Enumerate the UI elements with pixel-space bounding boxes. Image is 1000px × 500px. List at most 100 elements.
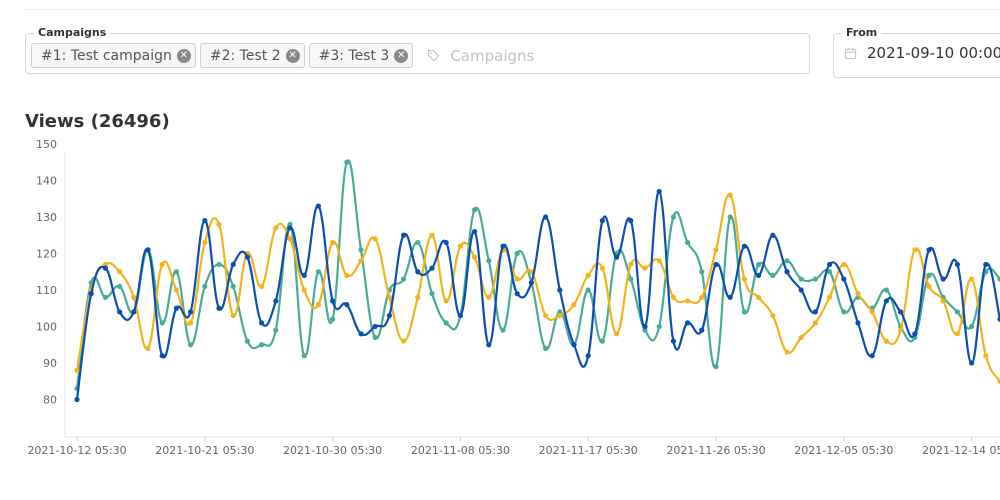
data-point [315,203,321,209]
data-point [159,353,165,359]
data-point [159,261,165,268]
data-point [358,258,364,264]
data-point [770,232,776,238]
data-point [628,276,634,282]
data-point [798,334,804,341]
data-point [713,247,719,253]
data-point [131,309,137,315]
campaigns-filter: Campaigns #1: Test campaign ✕ #2: Test 2… [25,26,810,74]
data-point [287,225,293,231]
data-point [713,261,719,268]
series-line [75,159,1000,389]
x-tick-label: 2021-11-26 05:30 [666,444,765,457]
data-point [415,269,421,275]
data-point [883,287,890,293]
x-tick-label: 2021-12-14 05:30 [922,444,1000,457]
data-point [543,345,549,351]
data-point [88,291,94,297]
data-point [344,272,350,278]
y-tick-label: 110 [36,284,57,297]
data-point [429,232,435,238]
data-point [784,349,790,355]
data-point [954,331,961,337]
data-point [188,342,194,348]
close-icon[interactable]: ✕ [394,48,409,63]
campaign-tag-list: #1: Test campaign ✕ #2: Test 2 ✕ #3: Tes… [31,43,753,68]
data-point [230,261,236,268]
from-date-filter[interactable]: From 2021-09-10 00:00 [833,26,1000,78]
data-point [273,298,279,304]
data-point [287,236,293,242]
data-point [926,272,932,278]
data-point [117,283,123,289]
campaign-tag-label: #3: Test 3 [318,47,390,64]
campaign-tag: #3: Test 3 ✕ [308,43,414,68]
data-point [685,320,691,326]
data-point [699,327,705,333]
data-point [543,312,549,319]
data-point [628,218,634,224]
y-tick-label: 150 [36,140,57,151]
data-point [415,294,421,300]
data-point [969,360,975,366]
data-point [812,309,819,315]
data-point [330,239,336,246]
data-point [713,364,719,370]
data-point [727,214,733,220]
data-point [443,320,449,326]
data-point [216,305,222,311]
close-icon[interactable]: ✕ [285,48,300,63]
data-point [898,309,904,315]
data-point [883,298,890,304]
data-point [827,261,833,268]
views-title: Views (26496) [25,111,170,132]
data-point [954,309,961,315]
data-point [443,298,449,304]
close-icon[interactable]: ✕ [176,48,191,63]
data-point [770,272,776,278]
data-point [386,294,392,300]
data-point [670,294,677,300]
campaign-tag-label: #1: Test campaign [41,47,172,64]
data-point [344,302,350,308]
x-tick-label: 2021-10-12 05:30 [27,444,126,457]
data-point [599,338,606,344]
data-point [259,283,265,289]
data-point [642,265,648,271]
data-point [202,239,208,246]
data-point [883,338,890,344]
data-point [159,320,165,326]
data-point [741,309,748,315]
data-point [685,239,691,246]
data-point [102,261,108,268]
data-point [812,276,819,282]
data-point [301,272,307,278]
data-point [102,265,108,271]
data-point [969,323,975,330]
data-point [514,276,520,282]
data-point [812,320,819,326]
campaign-tag: #2: Test 2 ✕ [199,43,305,68]
data-point [571,302,577,308]
data-point [912,247,918,253]
data-point [429,265,435,271]
data-point [472,207,478,213]
data-point [656,188,662,195]
y-tick-label: 140 [36,175,57,188]
data-point [670,338,677,344]
data-point [585,272,591,278]
data-point [827,269,833,275]
data-point [670,214,677,220]
data-point [599,218,606,224]
y-tick-label: 80 [43,394,57,407]
campaigns-search-input[interactable] [448,45,753,66]
data-point [117,269,123,275]
data-point [983,353,989,359]
data-point [770,312,776,319]
data-point [443,239,449,246]
x-tick-label: 2021-11-08 05:30 [411,444,510,457]
data-point [117,309,123,315]
data-point [244,254,250,260]
data-point [102,294,108,300]
data-point [344,159,350,165]
